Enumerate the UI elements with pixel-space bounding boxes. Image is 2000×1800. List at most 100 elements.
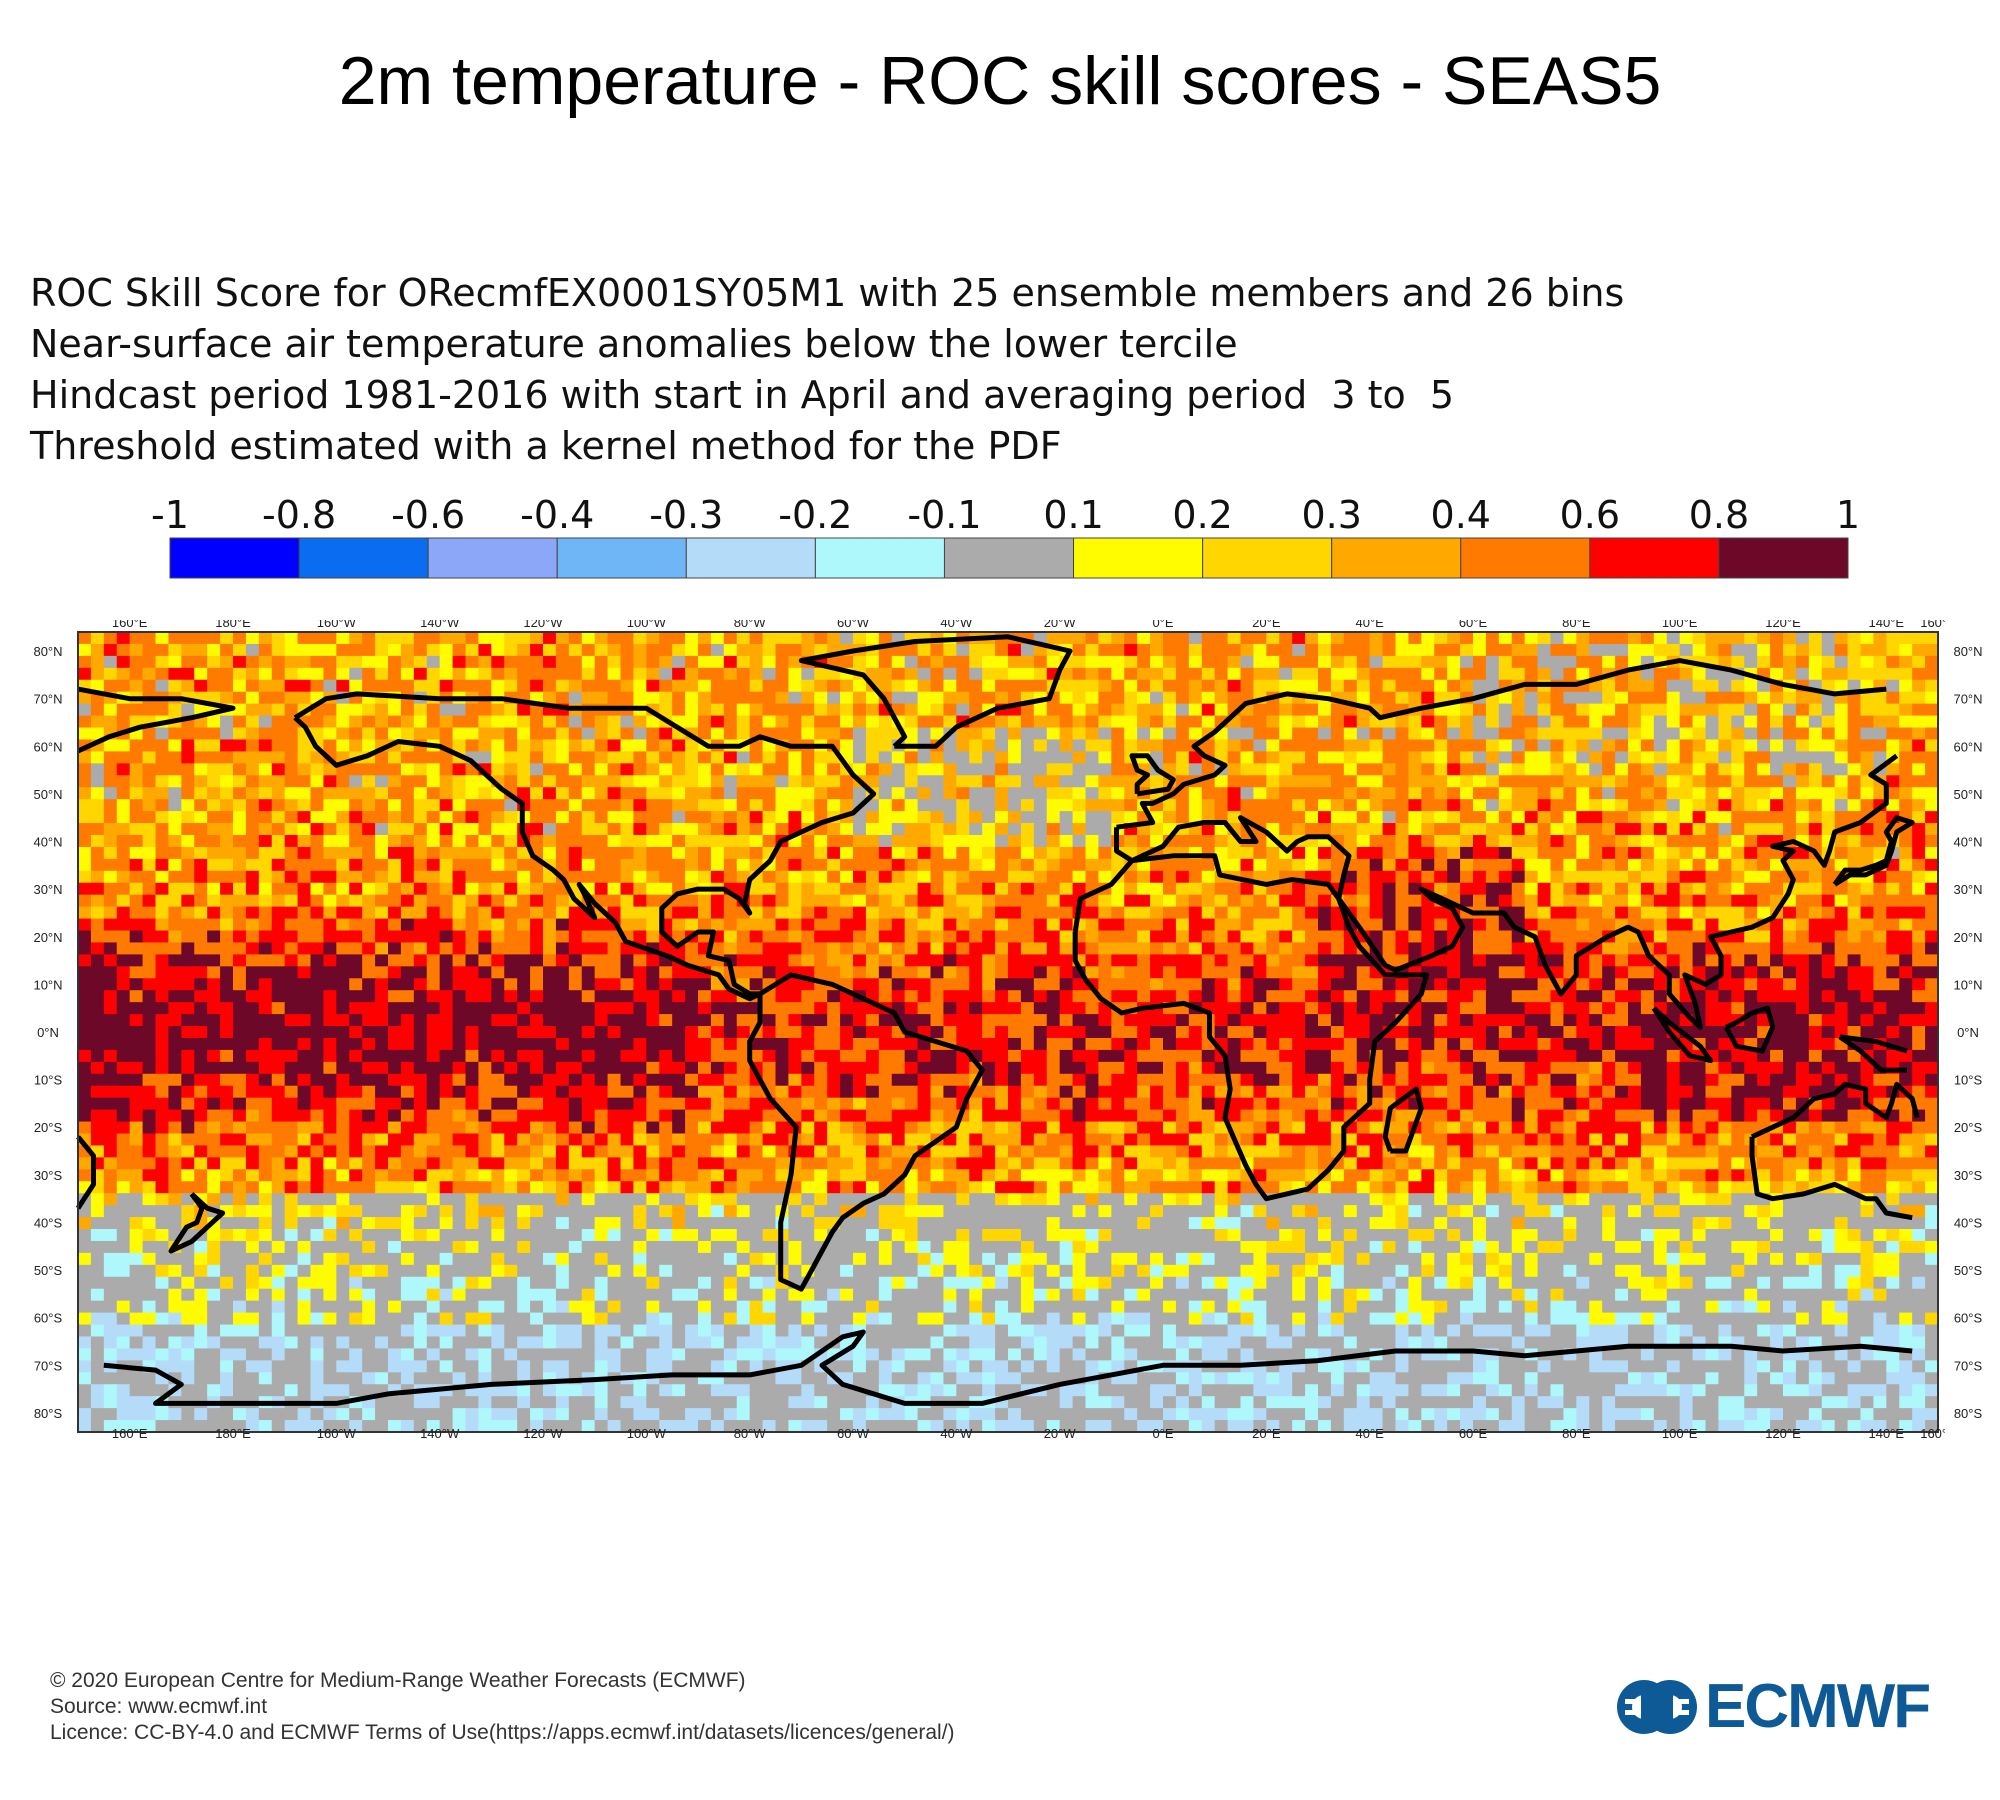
skill-cell [413,858,428,872]
skill-cell [1343,799,1358,812]
skill-cell [1498,858,1513,872]
skill-cell [194,763,208,776]
skill-cell [672,763,686,776]
skill-cell [904,727,919,741]
skill-cell [1783,1026,1797,1039]
skill-cell [1485,1026,1500,1039]
skill-cell [1085,894,1100,908]
skill-cell [426,918,441,932]
skill-cell [452,978,467,991]
skill-cell [1382,930,1397,944]
skill-cell [258,1014,273,1027]
skill-cell [1343,870,1358,884]
skill-cell [220,942,234,955]
skill-cell [723,763,738,776]
skill-cell [336,894,350,908]
skill-cell [1421,930,1435,944]
skill-cell [155,1037,170,1051]
skill-cell [1240,775,1255,788]
skill-cell [930,1014,945,1027]
skill-cell [400,763,415,776]
skill-cell [620,715,635,729]
skill-cell [310,978,325,991]
skill-cell [917,667,932,681]
skill-cell [1085,906,1100,920]
skill-cell [1201,715,1216,729]
skill-cell [620,1002,635,1015]
skill-cell [168,870,182,884]
skill-cell [865,632,880,645]
skill-cell [297,763,312,776]
skill-cell [1421,942,1435,955]
skill-cell [827,1026,841,1039]
skill-cell [1085,870,1100,884]
skill-cell [904,930,919,944]
skill-cell [1343,643,1358,657]
skill-cell [1795,894,1810,908]
skill-cell [543,834,557,848]
skill-cell [1705,990,1720,1003]
skill-cell [568,823,583,836]
skill-cell [1821,954,1836,967]
skill-cell [1369,882,1384,896]
skill-cell [1886,679,1900,693]
skill-cell [1912,882,1926,896]
skill-cell [388,679,402,693]
skill-cell [930,799,945,812]
skill-cell [530,643,544,657]
skill-cell [840,1014,854,1027]
skill-cell [969,990,983,1003]
skill-cell [1886,978,1900,991]
skill-cell [1602,823,1616,836]
skill-cell [1188,787,1203,800]
skill-cell [982,906,996,920]
skill-cell [1795,787,1810,800]
skill-cell [1847,966,1862,979]
skill-cell [581,966,596,979]
skill-cell [1873,930,1887,944]
skill-cell [439,834,454,848]
skill-cell [310,1026,325,1039]
skill-cell [1795,966,1810,979]
skill-cell [555,978,570,991]
skill-cell [904,799,919,812]
skill-cell [181,739,195,753]
skill-cell [917,882,932,896]
skill-cell [1718,763,1732,776]
skill-cell [1912,823,1926,836]
skill-cell [1679,691,1694,705]
skill-cell [1860,655,1875,669]
skill-cell [659,787,673,800]
skill-cell [1369,799,1384,812]
skill-cell [1912,1002,1926,1015]
skill-cell [1227,1014,1242,1027]
skill-cell [1912,918,1926,932]
skill-cell [749,966,764,979]
skill-cell [581,834,596,848]
skill-cell [1847,906,1862,920]
skill-cell [633,846,647,860]
skill-cell [284,811,299,824]
skill-cell [930,834,945,848]
skill-cell [646,930,660,944]
skill-cell [78,978,92,991]
skill-cell [943,966,957,979]
skill-cell [1085,667,1100,681]
skill-cell [1925,799,1939,812]
skill-cell [969,655,983,669]
skill-cell [1201,667,1216,681]
skill-cell [1434,643,1448,657]
skill-cell [233,1002,247,1015]
skill-cell [1318,1026,1332,1039]
skill-cell [1201,691,1216,705]
skill-cell [1602,858,1616,872]
skill-cell [181,1026,195,1039]
skill-cell [1008,942,1022,955]
skill-cell [297,655,312,669]
skill-cell [491,667,505,681]
skill-cell [904,858,919,872]
skill-cell [375,954,389,967]
skill-cell [1744,811,1758,824]
skill-cell [594,846,609,860]
skill-cell [904,882,919,896]
